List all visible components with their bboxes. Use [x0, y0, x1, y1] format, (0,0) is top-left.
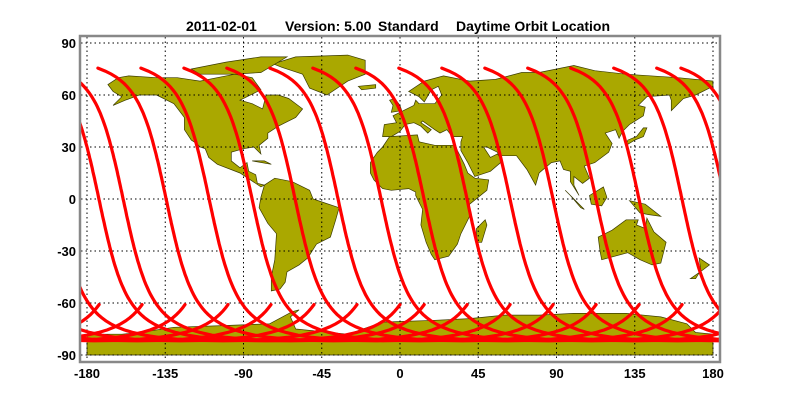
- landmass: [190, 56, 289, 75]
- x-tick-label: -135: [152, 366, 178, 381]
- y-tick-label: 90: [62, 36, 76, 51]
- plot-frame: [78, 34, 722, 364]
- landmass: [382, 65, 714, 196]
- x-tick-label: -90: [234, 366, 253, 381]
- orbit-track: [0, 68, 13, 341]
- title-mode: Standard: [378, 18, 439, 34]
- orbit-track: [96, 66, 469, 343]
- x-tick-label: -45: [312, 366, 331, 381]
- y-tick-label: -30: [57, 244, 76, 259]
- y-tick-label: 0: [69, 192, 76, 207]
- y-tick-label: 60: [62, 88, 76, 103]
- landmass: [252, 160, 272, 165]
- orbit-track: [724, 68, 800, 341]
- landmass: [625, 127, 648, 147]
- orbit-track: [569, 66, 719, 335]
- landmass: [272, 54, 366, 96]
- landmass: [597, 216, 667, 266]
- orbit-track: [767, 68, 800, 341]
- x-tick-label: 45: [471, 366, 485, 381]
- x-tick-label: 180: [702, 366, 724, 381]
- landmass: [628, 200, 663, 217]
- x-tick-label: 0: [396, 366, 403, 381]
- orbit-track: [81, 81, 426, 343]
- orbit-track: [81, 303, 187, 342]
- orbit-track: [0, 68, 56, 341]
- orbit-track: [655, 66, 719, 180]
- landmass: [589, 186, 608, 207]
- landmass: [258, 177, 340, 292]
- title-product: Daytime Orbit Location: [456, 18, 610, 34]
- y-tick-label: -90: [57, 348, 76, 363]
- landmass: [476, 219, 488, 243]
- x-tick-label: -180: [74, 366, 100, 381]
- title-version: Version: 5.00: [285, 18, 372, 34]
- landmass: [357, 84, 377, 91]
- y-axis: 90 60 30 0 -30 -60 -90: [57, 36, 76, 363]
- title-date: 2011-02-01: [186, 18, 257, 34]
- grid-lines: [81, 37, 719, 361]
- orbit-track: [81, 303, 101, 324]
- x-axis: -180 -135 -90 -45 0 45 90 135 180: [74, 366, 724, 381]
- orbit-tracks: [0, 66, 800, 343]
- orbit-track: [612, 66, 719, 312]
- landmass: [107, 73, 304, 188]
- y-tick-label: 30: [62, 140, 76, 155]
- x-tick-label: 90: [549, 366, 563, 381]
- y-tick-label: -60: [57, 296, 76, 311]
- x-tick-label: 135: [624, 366, 646, 381]
- landmass: [564, 190, 585, 210]
